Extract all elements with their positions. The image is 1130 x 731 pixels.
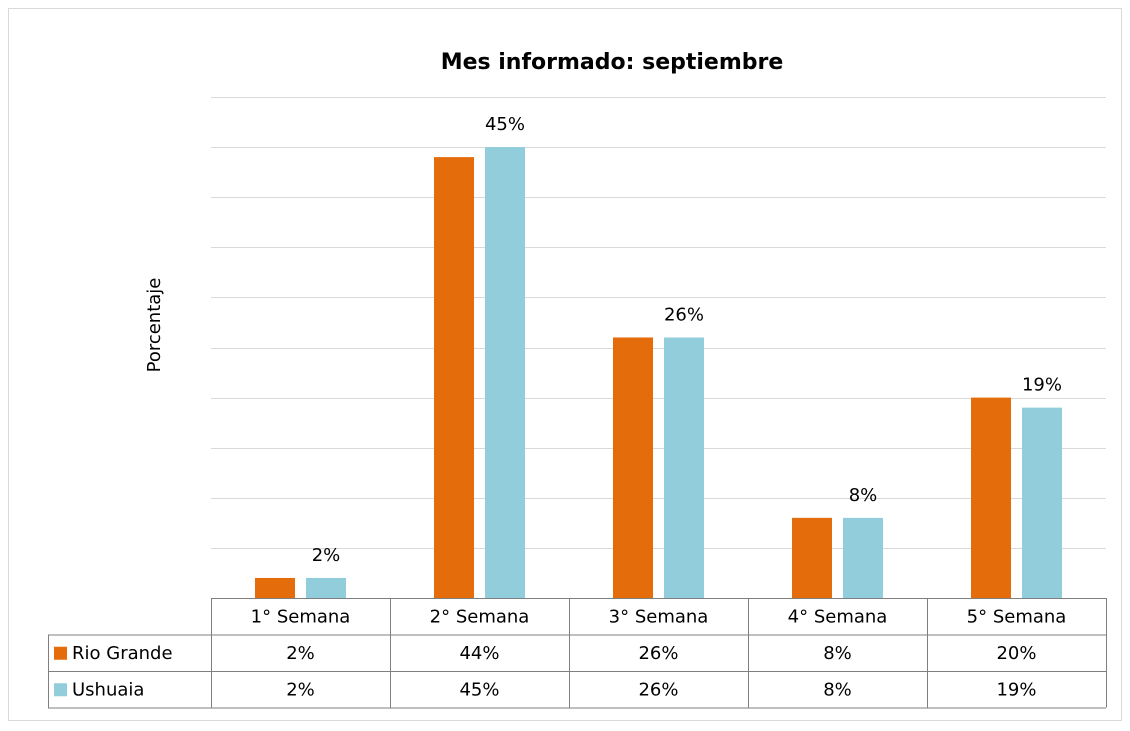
bar <box>664 337 704 598</box>
table-cell: 20% <box>996 643 1036 664</box>
bar <box>792 517 832 598</box>
bar <box>306 577 346 598</box>
table-cell: 2% <box>286 643 315 664</box>
table-cell: 26% <box>638 643 678 664</box>
x-tick-label: 4° Semana <box>788 606 888 627</box>
x-tick-label: 5° Semana <box>967 606 1067 627</box>
legend-label: Ushuaia <box>72 679 144 700</box>
legend-label: Rio Grande <box>72 643 173 664</box>
y-axis-label: Porcentaje <box>144 278 165 373</box>
table-cell: 8% <box>823 679 852 700</box>
bar <box>843 517 883 598</box>
bar <box>485 147 525 598</box>
legend-swatch <box>54 646 67 660</box>
data-label: 26% <box>664 304 704 325</box>
bar <box>1022 407 1062 598</box>
bar <box>613 337 653 598</box>
data-label: 19% <box>1022 375 1062 396</box>
data-label: 2% <box>312 545 341 566</box>
x-tick-label: 2° Semana <box>430 606 530 627</box>
x-tick-label: 3° Semana <box>609 606 709 627</box>
legend-swatch <box>54 683 67 697</box>
table-cell: 26% <box>638 679 678 700</box>
chart-border <box>8 8 1122 721</box>
bar <box>255 577 295 598</box>
table-cell: 2% <box>286 679 315 700</box>
bar <box>971 397 1011 598</box>
data-label: 45% <box>485 114 525 135</box>
chart-title: Mes informado: septiembre <box>441 50 784 75</box>
data-label: 8% <box>849 485 878 506</box>
table-cell: 19% <box>996 679 1036 700</box>
table-cell: 8% <box>823 643 852 664</box>
x-tick-label: 1° Semana <box>251 606 351 627</box>
table-cell: 44% <box>459 643 499 664</box>
bar <box>434 157 474 598</box>
table-cell: 45% <box>459 679 499 700</box>
